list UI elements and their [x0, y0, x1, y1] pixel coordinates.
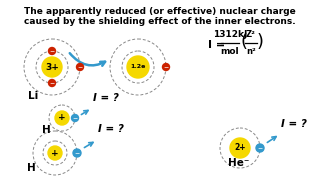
Circle shape [230, 138, 250, 158]
Text: caused by the shielding effect of the inner electrons.: caused by the shielding effect of the in… [24, 17, 296, 26]
Text: +: + [51, 148, 59, 158]
Text: mol: mol [221, 47, 239, 56]
Circle shape [127, 56, 149, 78]
Text: −: − [49, 48, 55, 53]
Text: I =: I = [208, 40, 225, 50]
Text: −: − [72, 116, 78, 120]
Text: ): ) [257, 33, 264, 51]
Circle shape [55, 111, 69, 125]
Text: H: H [42, 125, 51, 135]
Text: He⁻: He⁻ [228, 158, 249, 168]
Text: −: − [257, 145, 263, 150]
Circle shape [256, 144, 264, 152]
Circle shape [49, 80, 55, 87]
Text: I = ?: I = ? [93, 93, 119, 103]
Text: 3+: 3+ [45, 62, 59, 71]
Text: −: − [74, 150, 80, 156]
Text: I = ?: I = ? [98, 124, 124, 134]
Text: Z²: Z² [246, 30, 256, 39]
Circle shape [42, 57, 62, 77]
Text: I = ?: I = ? [281, 119, 307, 129]
Text: −: − [77, 64, 83, 69]
Text: +: + [58, 114, 66, 123]
Circle shape [71, 114, 78, 122]
Circle shape [163, 64, 170, 71]
Text: n²: n² [246, 47, 256, 56]
Text: (: ( [241, 33, 248, 51]
Circle shape [48, 146, 62, 160]
Text: −: − [164, 64, 169, 69]
Text: H: H [27, 163, 36, 173]
Text: 1312kJ: 1312kJ [213, 30, 247, 39]
Text: The apparently reduced (or effective) nuclear charge: The apparently reduced (or effective) nu… [24, 7, 296, 16]
Text: −: − [49, 80, 55, 86]
Text: Li: Li [28, 91, 38, 101]
Circle shape [49, 48, 55, 55]
Circle shape [73, 149, 81, 157]
Text: 1.2e: 1.2e [130, 64, 146, 69]
Text: 2+: 2+ [234, 143, 246, 152]
Circle shape [76, 64, 84, 71]
